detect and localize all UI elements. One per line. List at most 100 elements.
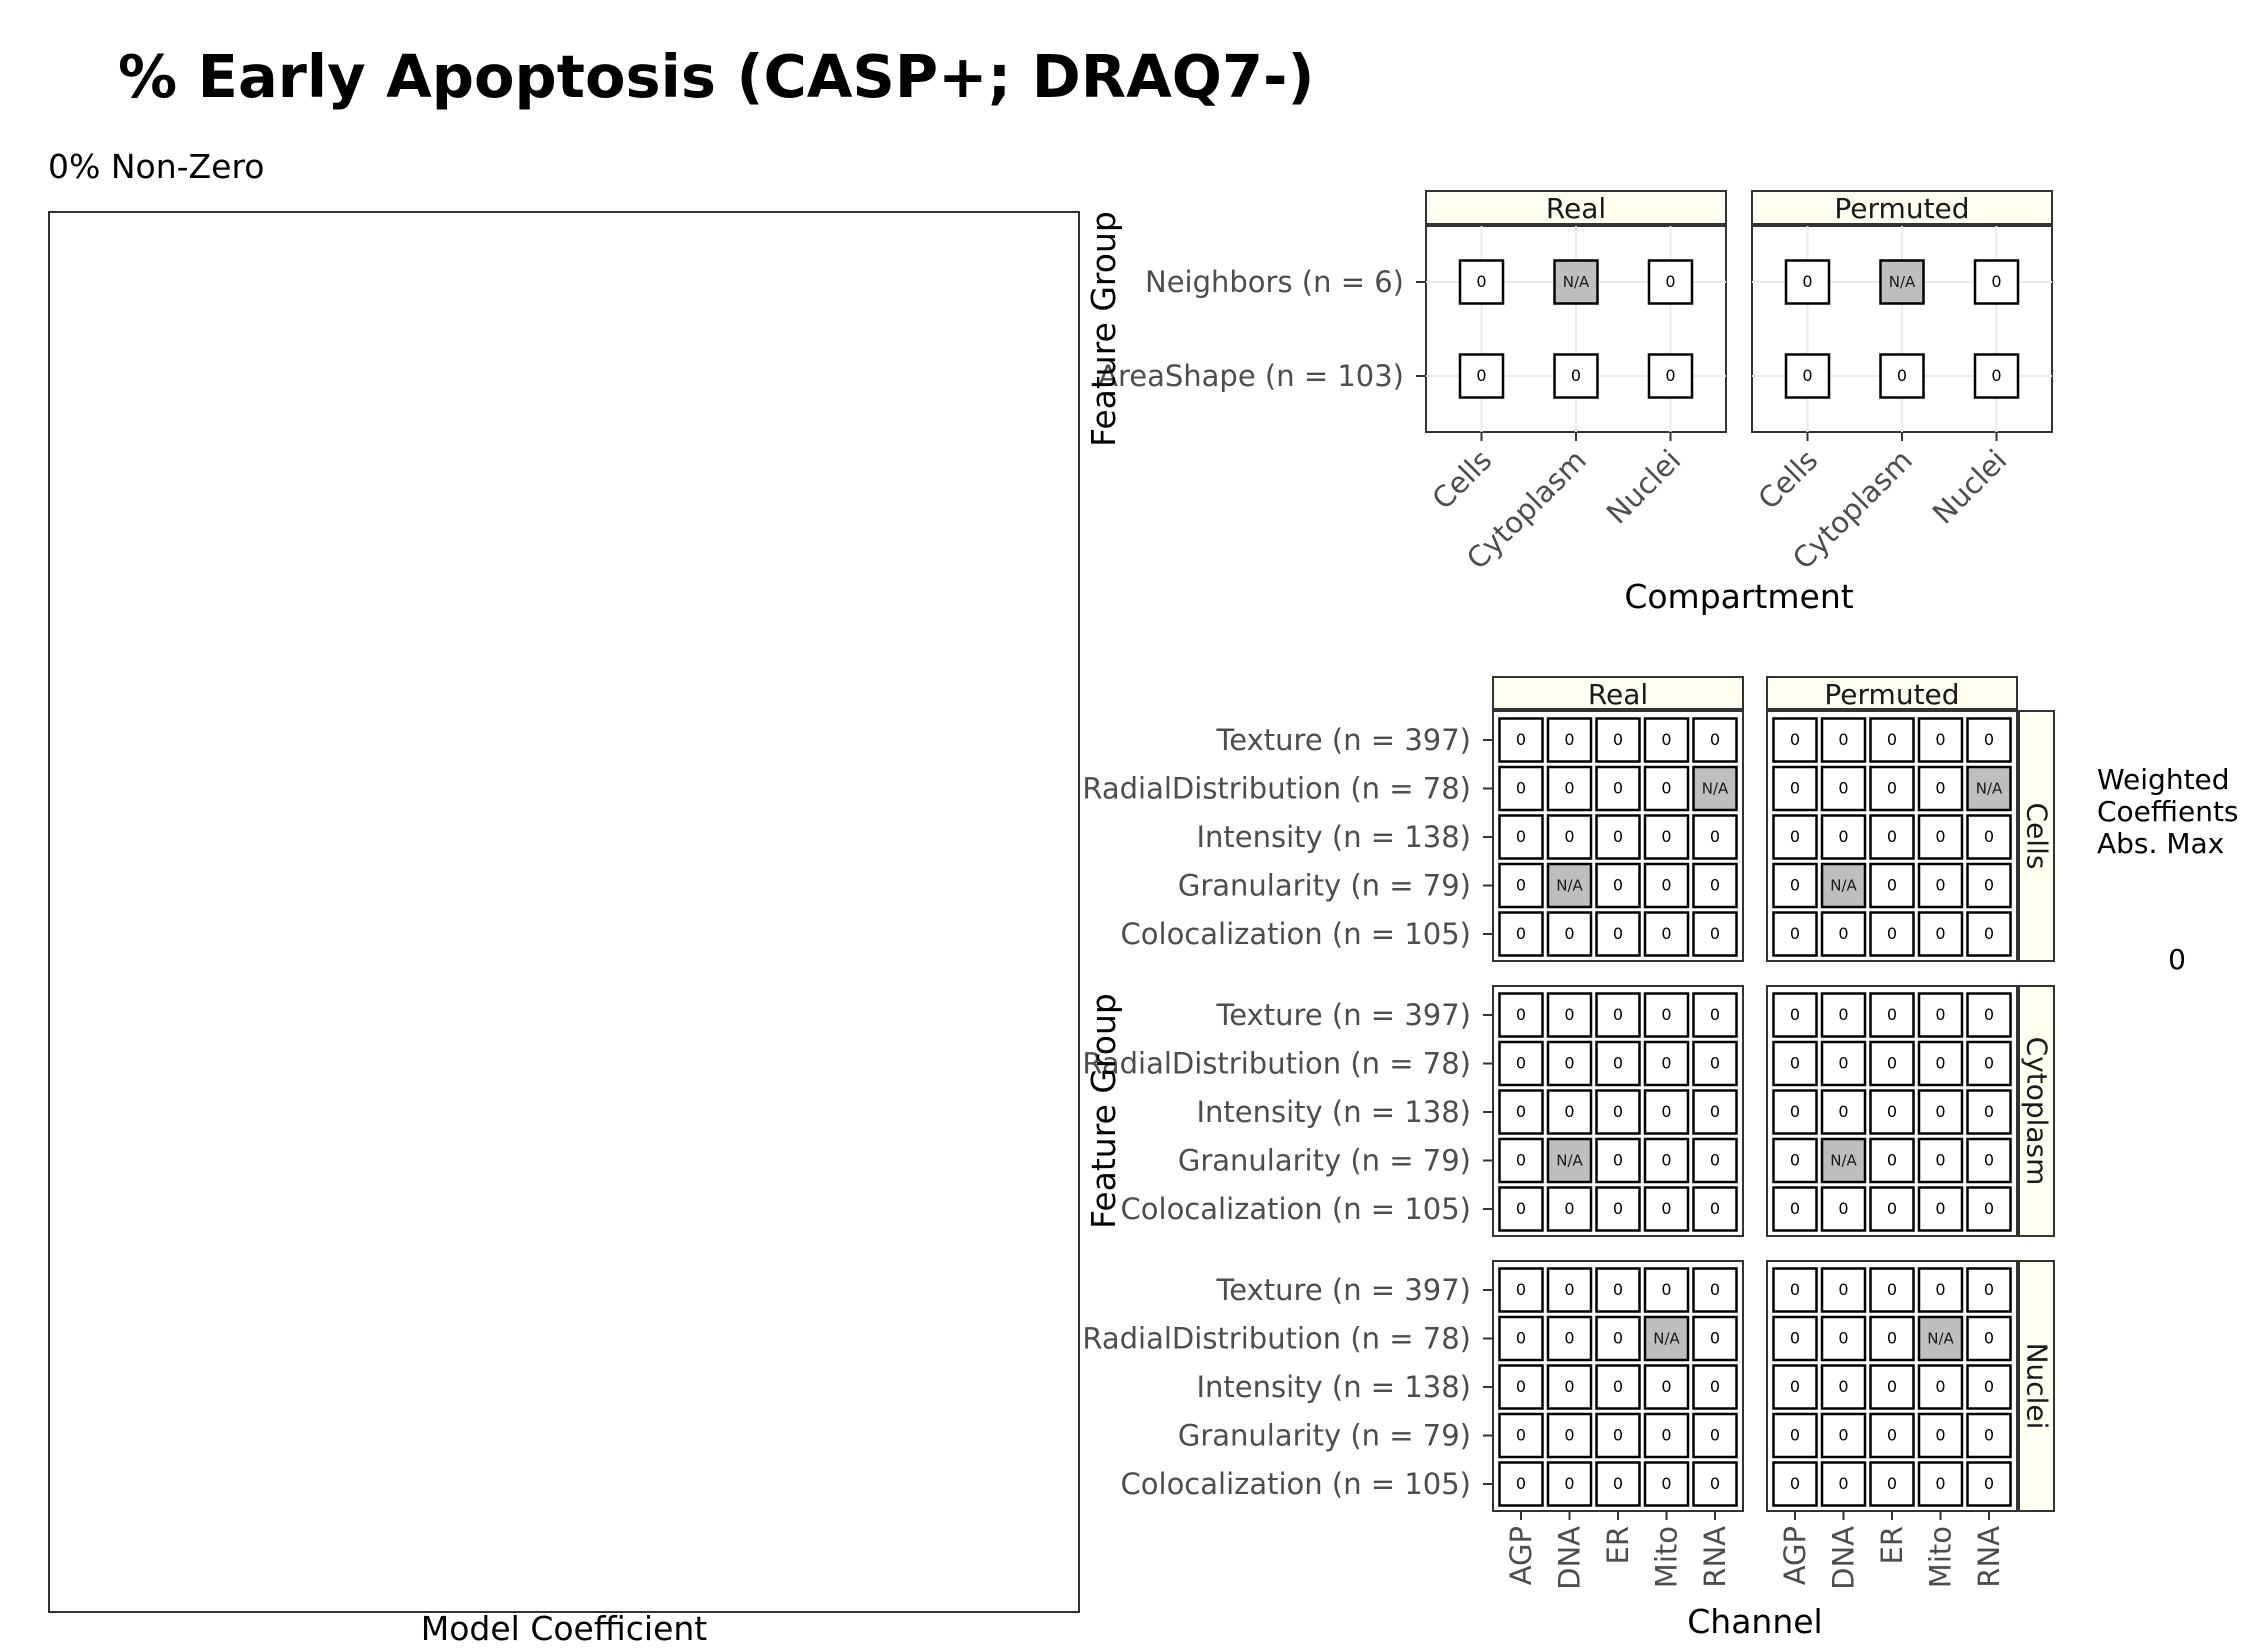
facet-strip-permuted	[1751, 190, 2053, 225]
heatmap-cell	[1595, 1412, 1641, 1459]
heatmap-cell	[1869, 1137, 1915, 1184]
heatmap-cell-label: 0	[1838, 1005, 1848, 1024]
heatmap-cell-label: 0	[1790, 1054, 1800, 1073]
heatmap-cell	[1458, 259, 1505, 305]
heatmap-cell	[1692, 1040, 1738, 1087]
heatmap-cell	[1869, 911, 1915, 957]
legend-value: 0	[2168, 943, 2186, 976]
heatmap-cell	[1820, 911, 1867, 957]
heatmap-cell	[1917, 814, 1964, 860]
heatmap-cell-label: 0	[1516, 730, 1526, 749]
heatmap-cell	[1692, 1315, 1738, 1362]
x-tick-label: AGP	[1778, 1526, 1812, 1585]
heatmap-cell-label: 0	[1935, 1377, 1945, 1396]
facet-strip-label: Real	[1588, 678, 1648, 711]
heatmap-cell-label: 0	[1564, 1054, 1574, 1073]
y-tick-label: Neighbors (n = 6)	[1145, 265, 1404, 299]
heatmap-cell	[1869, 1089, 1915, 1135]
heatmap-cell-label: 0	[1838, 1054, 1848, 1073]
heatmap-cell-label: 0	[1613, 1199, 1623, 1218]
heatmap-cell	[1647, 353, 1694, 399]
heatmap-cell-label: 0	[1935, 779, 1945, 798]
y-tick-label: Colocalization (n = 105)	[1121, 917, 1471, 951]
heatmap-cell-label: N/A	[1702, 780, 1729, 798]
heatmap-cell	[1869, 1364, 1915, 1410]
heatmap-cell	[1595, 862, 1641, 909]
legend-title-line-3: Abs. Max	[2097, 827, 2224, 860]
facet-strip-real	[1425, 190, 1727, 225]
heatmap-cell	[1869, 1412, 1915, 1459]
heatmap-cell	[1692, 765, 1738, 812]
heatmap-cell-label: 0	[1838, 1280, 1848, 1299]
heatmap-cell-label: 0	[1613, 827, 1623, 846]
heatmap-cell-label: 0	[1516, 1377, 1526, 1396]
heatmap-cell-label: 0	[1790, 1377, 1800, 1396]
heatmap-cell-label: 0	[1984, 1102, 1994, 1121]
heatmap-cell-label: 0	[1984, 1280, 1994, 1299]
heatmap-cell	[1643, 1364, 1690, 1410]
heatmap-cell	[1772, 814, 1818, 860]
heatmap-cell	[1879, 353, 1925, 399]
heatmap-cell-label: 0	[1984, 827, 1994, 846]
heatmap-cell	[1917, 1412, 1964, 1459]
heatmap-cell	[1869, 1186, 1915, 1232]
heatmap-cell	[1498, 862, 1544, 909]
heatmap-cell	[1643, 765, 1690, 812]
x-tick-label: AGP	[1504, 1526, 1538, 1585]
facet-strip-real	[1492, 676, 1744, 710]
heatmap-cell	[1692, 992, 1738, 1038]
heatmap-cell	[1966, 1267, 2012, 1313]
heatmap-cell	[1966, 1315, 2012, 1362]
heatmap-cell-label: 0	[1984, 1199, 1994, 1218]
heatmap-cell-label: 0	[1984, 1329, 1994, 1348]
heatmap-cell	[1917, 717, 1964, 763]
heatmap-cell	[1966, 1364, 2012, 1410]
heatmap-cell	[1917, 765, 1964, 812]
heatmap-cell-label: 0	[1564, 924, 1574, 943]
heatmap-cell-label: 0	[1935, 924, 1945, 943]
heatmap-cell	[1546, 1461, 1593, 1507]
heatmap-cell	[1546, 1364, 1593, 1410]
heatmap-cell	[1917, 1267, 1964, 1313]
heatmap-cell-label: 0	[1661, 1280, 1671, 1299]
y-tick-label: Texture (n = 397)	[1216, 723, 1471, 757]
heatmap-cell	[1692, 1186, 1738, 1232]
row-strip-label: Nuclei	[2021, 1343, 2054, 1430]
heatmap-cell-label: 0	[1984, 1426, 1994, 1445]
heatmap-cell-label: 0	[1613, 1329, 1623, 1348]
heatmap-cell-label: 0	[1661, 876, 1671, 895]
heatmap-cell-label: 0	[1613, 924, 1623, 943]
heatmap-cell-label: 0	[1887, 924, 1897, 943]
x-tick-label: Mito	[1650, 1526, 1684, 1588]
heatmap-cell	[1772, 1267, 1818, 1313]
heatmap-cell-label: 0	[1935, 1054, 1945, 1073]
heatmap-cell	[1595, 1315, 1641, 1362]
heatmap-cell-label: 0	[1571, 366, 1581, 385]
heatmap-cell-label: 0	[1710, 1005, 1720, 1024]
heatmap-cell-label: 0	[1897, 366, 1907, 385]
heatmap-cell	[1647, 259, 1694, 305]
heatmap-cell	[1820, 862, 1867, 909]
row-strip-nuclei	[2018, 1260, 2055, 1512]
chart-subtitle: 0% Non-Zero	[48, 147, 264, 186]
heatmap-cell-label: 0	[1935, 1474, 1945, 1493]
y-tick-label: Granularity (n = 79)	[1178, 869, 1471, 903]
heatmap-cell	[1643, 814, 1690, 860]
y-tick-label: Texture (n = 397)	[1216, 1273, 1471, 1307]
heatmap-cell-label: 0	[1661, 1199, 1671, 1218]
heatmap-cell	[1458, 353, 1505, 399]
heatmap-cell-label: 0	[1838, 827, 1848, 846]
heatmap-cell-label: 0	[1887, 779, 1897, 798]
heatmap-cell-label: 0	[1661, 1054, 1671, 1073]
heatmap-cell-label: 0	[1790, 924, 1800, 943]
heatmap-cell	[1498, 1412, 1544, 1459]
heatmap-cell	[1917, 1461, 1964, 1507]
heatmap-cell-label: 0	[1838, 1474, 1848, 1493]
heatmap-cell-label: N/A	[1927, 1330, 1954, 1348]
heatmap-cell	[1595, 1267, 1641, 1313]
heatmap-cell	[1643, 1186, 1690, 1232]
heatmap-cell-label: 0	[1564, 1280, 1574, 1299]
heatmap-cell-label: 0	[1613, 1474, 1623, 1493]
